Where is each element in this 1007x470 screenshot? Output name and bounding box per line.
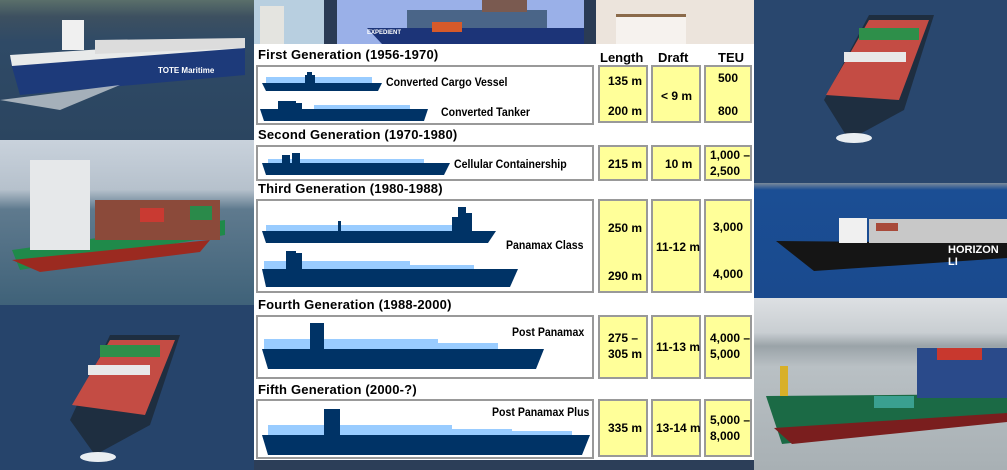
teu-value: 3,000 [713,220,744,234]
teu-value: 2,500 [710,164,741,178]
column-header-draft: Draft [658,50,689,65]
teu-value: 8,000 [710,429,741,443]
generation-5-draft-cell: 13-14 m [651,399,701,457]
photo-aerial-container-ship [0,305,254,470]
generation-4-draft-cell: 11-13 m [651,315,701,379]
panamax-ship-2-silhouette-icon [262,251,518,287]
column-header-length: Length [600,50,644,65]
generation-1-draft-cell: < 9 m [651,65,701,123]
photo-green-container-ship-port [752,298,1007,470]
generation-2-length-cell: 215 m [598,145,648,181]
ship-illustration [367,0,584,44]
generation-5-ships-box: Post Panamax Plus [256,399,594,459]
generation-1-ships-box: Converted Cargo Vessel Converted Tanker [256,65,594,125]
ship-illustration [824,15,934,143]
cellular-containership-silhouette-icon [262,153,450,175]
generation-3-ships-box: Panamax Class [256,199,594,293]
generation-1-title: First Generation (1956-1970) [258,47,439,62]
hull-text: TOTE Maritime [158,66,215,75]
hull-text: EXPEDIENT [367,30,402,36]
teu-value: 5,000 – [710,413,751,427]
panamax-ship-1-silhouette-icon [262,207,496,243]
generation-4-teu-cell: 4,000 – 5,000 [704,315,752,379]
length-value: 305 m [608,347,643,361]
draft-value: 13-14 m [656,421,701,435]
photo-horizon-lines-ship: HORIZON LI [754,183,1007,298]
hull-text: HORIZON LI [948,244,999,268]
ship-label-post-panamax-plus: Post Panamax Plus [492,405,590,419]
generation-1-length-cell: 135 m 200 m [598,65,648,123]
length-value: 250 m [608,221,643,235]
teu-value: 500 [718,71,739,85]
generation-5-length-cell: 335 m [598,399,648,457]
generation-5-teu-cell: 5,000 – 8,000 [704,399,752,457]
ship-illustration [776,218,1007,271]
container-ship-generations-diagram: Length Draft TEU First Generation (1956-… [254,44,754,460]
draft-value: 11-13 m [656,340,701,354]
teu-value: 4,000 [713,267,744,281]
length-value: 135 m [608,74,643,88]
teu-value: 5,000 [710,347,741,361]
generation-2-title: Second Generation (1970-1980) [258,127,458,142]
generation-4-title: Fourth Generation (1988-2000) [258,297,452,312]
photo-expedient-ship: EXPEDIENT [337,0,584,44]
generation-3-length-cell: 250 m 290 m [598,199,648,293]
generation-2-ships-box: Cellular Containership [256,145,594,181]
teu-value: 1,000 – [710,148,751,162]
ship-label-converted-tanker: Converted Tanker [441,105,531,119]
generation-3-teu-cell: 3,000 4,000 [704,199,752,293]
post-panamax-silhouette-icon [262,323,544,369]
draft-value: < 9 m [661,89,693,103]
photo-top-small-1 [254,0,324,44]
photo-green-feeder-ship [0,140,254,305]
post-panamax-plus-silhouette-icon [262,409,590,455]
length-value: 290 m [608,269,643,283]
generation-2-teu-cell: 1,000 – 2,500 [704,145,752,181]
draft-value: 11-12 m [656,240,701,254]
ship-illustration [0,20,245,110]
length-value: 275 – [608,331,639,345]
ship-label-post-panamax: Post Panamax [512,325,585,339]
ship-illustration [70,335,180,462]
generation-3-title: Third Generation (1980-1988) [258,181,443,196]
ship-label-cellular-containership: Cellular Containership [454,157,567,171]
generation-5-title: Fifth Generation (2000-?) [258,382,417,397]
generation-4-length-cell: 275 – 305 m [598,315,648,379]
column-header-teu: TEU [718,50,744,65]
bottom-strip [254,460,754,470]
generation-1-teu-cell: 500 800 [704,65,752,123]
length-value: 200 m [608,104,643,118]
draft-value: 10 m [665,157,693,171]
teu-value: 4,000 – [710,331,751,345]
ship-illustration [12,160,225,272]
generation-3-draft-cell: 11-12 m [651,199,701,293]
converted-tanker-silhouette-icon [260,101,428,121]
length-value: 215 m [608,157,643,171]
ship-illustration [766,348,1007,444]
ship-label-converted-cargo-vessel: Converted Cargo Vessel [386,75,508,89]
converted-cargo-vessel-silhouette-icon [262,72,382,91]
photo-aerial-ship-right [754,0,1007,183]
teu-value: 800 [718,104,739,118]
photo-tote-maritime-ship: TOTE Maritime [0,0,254,140]
generation-4-ships-box: Post Panamax [256,315,594,379]
ship-label-panamax-class: Panamax Class [506,238,584,252]
length-value: 335 m [608,421,643,435]
generation-2-draft-cell: 10 m [651,145,701,181]
photo-ship-model [596,0,754,44]
